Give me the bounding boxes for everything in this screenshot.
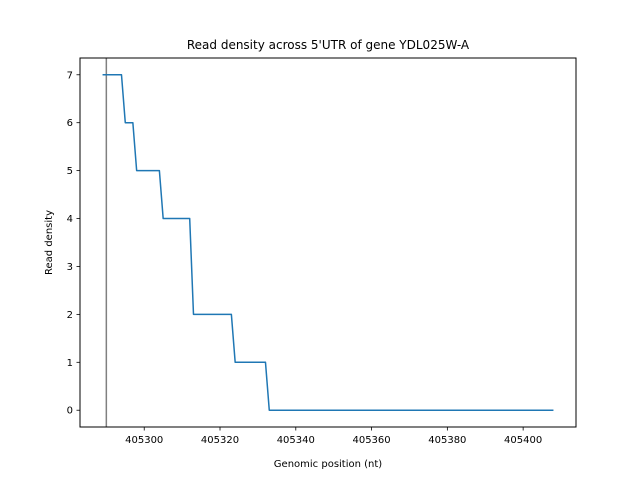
x-tick-label: 405320 [201, 435, 239, 446]
plot-area [102, 58, 554, 427]
y-tick-label: 5 [67, 166, 73, 177]
y-tick-label: 6 [67, 118, 73, 129]
y-tick-label: 0 [67, 406, 73, 417]
y-tick-label: 3 [67, 262, 73, 273]
y-tick-label: 1 [67, 358, 73, 369]
y-tick-label: 2 [67, 310, 73, 321]
y-axis: 0 1 2 3 4 5 6 7 [67, 70, 80, 417]
y-axis-title: Read density [44, 210, 55, 275]
x-tick-label: 405360 [352, 435, 390, 446]
x-tick-label: 405340 [277, 435, 315, 446]
chart-title: Read density across 5'UTR of gene YDL025… [187, 38, 470, 52]
x-tick-label: 405300 [125, 435, 163, 446]
axes-frame [79, 57, 577, 428]
x-axis-title: Genomic position (nt) [274, 459, 383, 470]
series-line-0 [102, 74, 554, 411]
y-tick-label: 7 [67, 70, 73, 81]
x-tick-label: 405400 [504, 435, 542, 446]
y-tick-label: 4 [67, 214, 73, 225]
x-tick-label: 405380 [428, 435, 466, 446]
x-axis: 405300 405320 405340 405360 405380 405400 [125, 427, 542, 446]
